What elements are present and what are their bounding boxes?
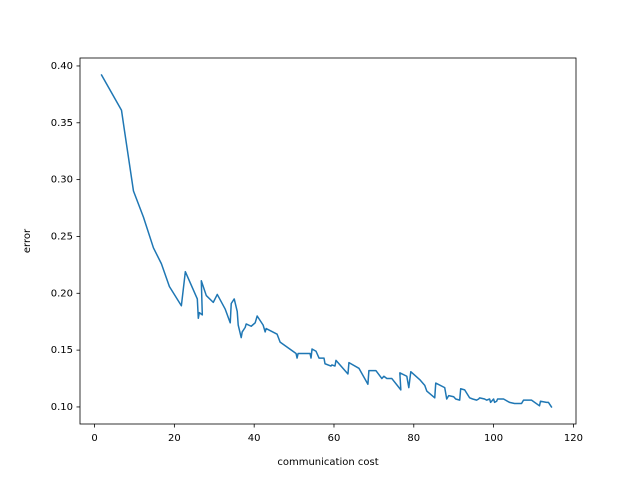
x-tick-label: 40 [248,433,261,444]
plot-frame [79,57,577,425]
y-tick-label: 0.25 [51,231,73,242]
x-tick-label: 0 [91,433,97,444]
x-tick-label: 100 [484,433,503,444]
data-line [100,74,553,408]
x-tick-label: 20 [168,433,181,444]
x-tick-label: 60 [328,433,341,444]
y-tick-label: 0.20 [51,288,73,299]
y-tick-label: 0.40 [51,61,73,72]
x-tick-label: 80 [407,433,420,444]
x-axis-label: communication cost [277,457,378,468]
y-tick-label: 0.30 [51,175,73,186]
x-tick-label: 120 [564,433,583,444]
y-tick-label: 0.10 [51,402,73,413]
y-tick-label: 0.35 [51,118,73,129]
y-axis-label: error [22,228,33,253]
y-tick-label: 0.15 [51,345,73,356]
